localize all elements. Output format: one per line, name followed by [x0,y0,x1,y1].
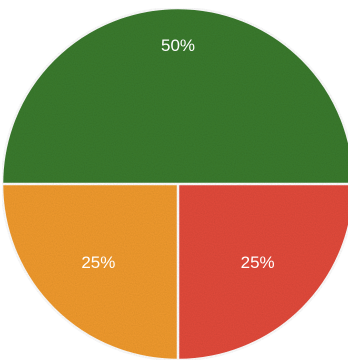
pie-slice-2 [176,182,348,362]
pie-slice-label-3: 25% [81,253,115,272]
pie-slice-1 [0,6,348,186]
pie-slice-labels: 50% 25% 25% [81,36,274,272]
pie-slice-label-2: 25% [241,253,275,272]
pie-slice-3 [0,182,180,362]
pie-slice-label-1: 50% [161,36,195,55]
pie-slices [0,6,348,362]
